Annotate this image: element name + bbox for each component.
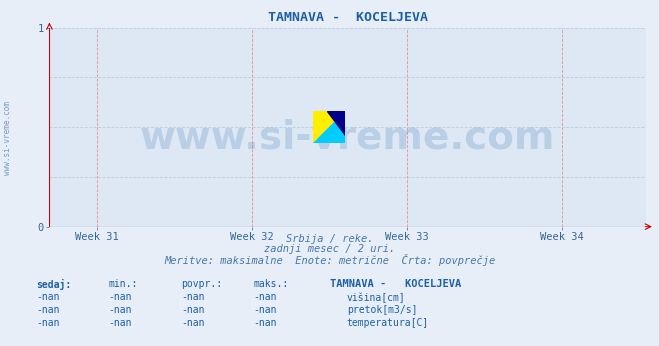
Text: TAMNAVA -   KOCELJEVA: TAMNAVA - KOCELJEVA xyxy=(330,279,461,289)
Text: povpr.:: povpr.: xyxy=(181,279,222,289)
Text: sedaj:: sedaj: xyxy=(36,279,71,290)
Text: -nan: -nan xyxy=(36,318,60,328)
Text: -nan: -nan xyxy=(254,305,277,315)
Text: višina[cm]: višina[cm] xyxy=(347,292,405,303)
Text: -nan: -nan xyxy=(181,318,205,328)
Text: min.:: min.: xyxy=(109,279,138,289)
Text: www.si-vreme.com: www.si-vreme.com xyxy=(3,101,13,175)
Text: -nan: -nan xyxy=(36,305,60,315)
Text: pretok[m3/s]: pretok[m3/s] xyxy=(347,305,417,315)
Text: maks.:: maks.: xyxy=(254,279,289,289)
Text: -nan: -nan xyxy=(109,305,132,315)
Text: -nan: -nan xyxy=(109,318,132,328)
Text: www.si-vreme.com: www.si-vreme.com xyxy=(140,118,556,156)
Text: -nan: -nan xyxy=(181,305,205,315)
Text: Meritve: maksimalne  Enote: metrične  Črta: povprečje: Meritve: maksimalne Enote: metrične Črta… xyxy=(164,254,495,266)
Polygon shape xyxy=(313,111,345,143)
Text: -nan: -nan xyxy=(181,292,205,302)
Text: -nan: -nan xyxy=(254,318,277,328)
Polygon shape xyxy=(313,111,345,143)
Text: -nan: -nan xyxy=(254,292,277,302)
Text: temperatura[C]: temperatura[C] xyxy=(347,318,429,328)
Title: TAMNAVA -  KOCELJEVA: TAMNAVA - KOCELJEVA xyxy=(268,11,428,24)
Text: Srbija / reke.: Srbija / reke. xyxy=(286,234,373,244)
Text: zadnji mesec / 2 uri.: zadnji mesec / 2 uri. xyxy=(264,244,395,254)
Text: -nan: -nan xyxy=(109,292,132,302)
Text: -nan: -nan xyxy=(36,292,60,302)
Polygon shape xyxy=(328,111,345,135)
